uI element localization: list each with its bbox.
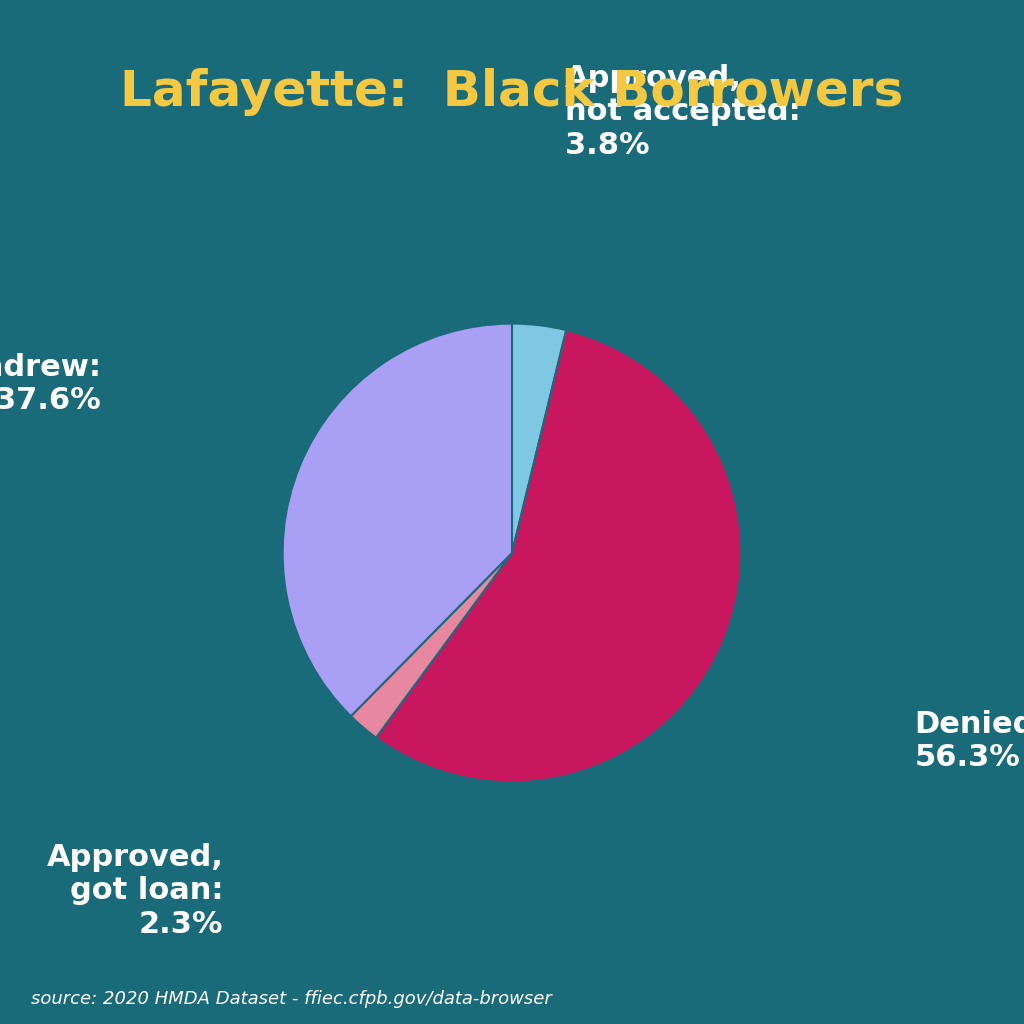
Text: source: 2020 HMDA Dataset - ffiec.cfpb.gov/data-browser: source: 2020 HMDA Dataset - ffiec.cfpb.g… [31, 989, 552, 1008]
Text: Approved,
got loan:
2.3%: Approved, got loan: 2.3% [46, 843, 223, 939]
Wedge shape [376, 330, 741, 782]
Text: Lafayette:  Black Borrowers: Lafayette: Black Borrowers [121, 69, 903, 116]
Text: Withdrew:
37.6%: Withdrew: 37.6% [0, 353, 101, 416]
Wedge shape [512, 324, 566, 553]
Wedge shape [283, 324, 512, 716]
Wedge shape [351, 553, 512, 737]
Text: Denied:
56.3%: Denied: 56.3% [914, 710, 1024, 772]
Text: Approved,
not accepted:
3.8%: Approved, not accepted: 3.8% [565, 63, 801, 160]
